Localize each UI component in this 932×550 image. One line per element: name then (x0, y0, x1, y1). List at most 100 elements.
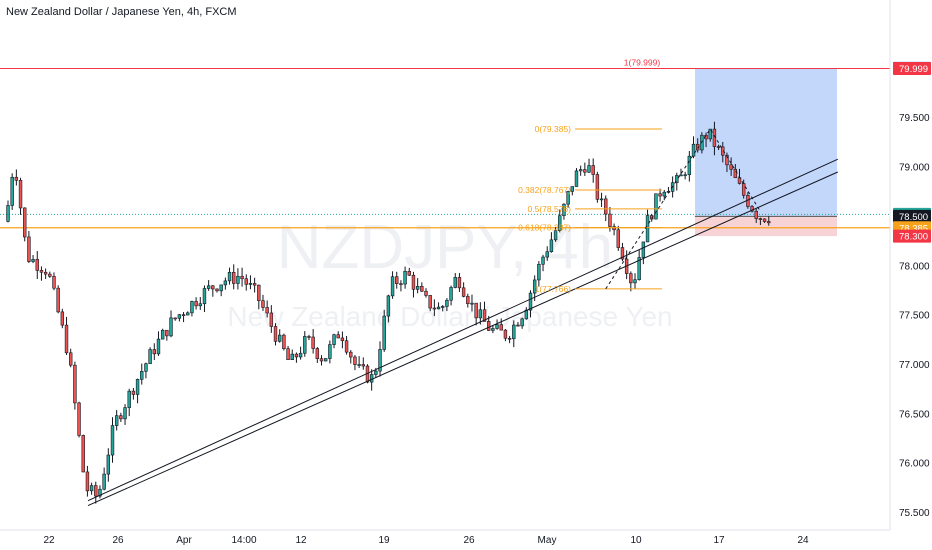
candle-body (361, 364, 365, 367)
candle-body (240, 275, 244, 280)
time-tick-label: 22 (43, 535, 55, 546)
candle-body (140, 371, 144, 380)
price-tick-label: 76.000 (899, 459, 930, 470)
candle-body (173, 317, 177, 320)
candle-body (73, 364, 77, 404)
price-tag-text: 79.999 (899, 64, 928, 75)
candle-body (399, 283, 403, 285)
candle-body (466, 296, 470, 305)
candle-body (39, 270, 44, 273)
candle-body (303, 336, 307, 354)
candle-body (570, 186, 575, 192)
candle-body (583, 169, 587, 173)
candle-body (662, 191, 666, 197)
watermark: NZDJPY, 4h New Zealand Dollar / Japanese … (227, 213, 672, 332)
fib-label-1: 0.382(78.767) (518, 185, 571, 195)
candle-body (512, 324, 516, 340)
candle-body (119, 415, 123, 420)
candle-body (683, 174, 687, 177)
candles (6, 121, 771, 504)
candle-body (206, 285, 211, 289)
candle-body (415, 285, 420, 290)
candle-body (181, 314, 186, 316)
time-axis: 22 26 Apr 14:00 12 19 26 May 10 17 24 (0, 529, 890, 546)
candle-body (436, 306, 441, 310)
candle-body (595, 174, 600, 200)
candle-body (378, 349, 382, 372)
candle-body (750, 206, 754, 212)
price-axis: 80.00079.50079.00078.50078.00077.50077.0… (889, 0, 931, 530)
price-tick-label: 75.500 (899, 508, 930, 519)
time-tick-label: Apr (176, 535, 192, 546)
time-tick-label: 14:00 (231, 535, 256, 546)
candle-body (725, 154, 729, 166)
candle-body (340, 337, 345, 342)
candle-body (273, 326, 278, 342)
candle-body (691, 143, 696, 157)
candle-body (244, 278, 248, 285)
candle-body (160, 329, 165, 340)
candle-body (290, 353, 294, 360)
candle-body (695, 143, 700, 151)
candle-body (144, 363, 148, 372)
candle-body (574, 170, 579, 187)
candle-body (758, 218, 763, 220)
candle-body (386, 295, 391, 317)
time-tick-label: May (538, 535, 557, 546)
candle-body (307, 336, 311, 338)
candle-body (658, 193, 662, 197)
candle-body (441, 306, 445, 308)
fib-label-0: 0(79.385) (535, 124, 572, 134)
price-tag-bg (893, 209, 931, 223)
candle-body (194, 301, 198, 307)
candle-body (165, 329, 169, 337)
candle-body (35, 259, 39, 271)
candle-body (495, 324, 499, 329)
price-tick-label: 78.000 (899, 261, 930, 272)
candle-body (591, 165, 595, 175)
candle-body (294, 353, 299, 358)
candle-body (708, 128, 712, 140)
candle-body (537, 263, 541, 281)
candle-body (148, 349, 152, 365)
time-tick-label: 19 (378, 535, 390, 546)
position-zones (695, 68, 837, 237)
fib-label-4: 1(77.766) (535, 284, 572, 294)
candle-body (545, 251, 549, 258)
candle-body (641, 241, 646, 258)
candle-body (56, 287, 60, 313)
candle-body (637, 257, 641, 281)
price-tick-label: 76.500 (899, 409, 930, 420)
trendline-1 (87, 158, 839, 502)
candle-body (762, 218, 767, 222)
candle-body (257, 284, 261, 301)
candle-body (336, 334, 340, 339)
candle-body (445, 299, 449, 307)
price-tag-black: 78.500 (893, 209, 931, 223)
watermark-name: New Zealand Dollar / Japanese Yen (227, 301, 672, 332)
candle-body (106, 454, 111, 475)
candle-body (232, 271, 236, 284)
candle-body (198, 303, 202, 307)
candle-body (357, 364, 361, 366)
candle-body (60, 311, 65, 326)
candle-body (520, 318, 524, 327)
candle-body (645, 215, 650, 243)
candle-body (428, 295, 432, 309)
candle-body (311, 336, 315, 349)
candle-body (344, 340, 349, 353)
candle-body (633, 279, 637, 284)
candle-body (578, 169, 583, 172)
candle-body (190, 301, 194, 314)
candle-body (470, 302, 474, 305)
candle-body (332, 334, 336, 345)
price-tick-label: 77.000 (899, 360, 930, 371)
candle-body (599, 198, 604, 201)
candle-body (64, 324, 69, 354)
candle-body (10, 176, 14, 206)
candle-body (741, 183, 746, 196)
candle-body (562, 203, 566, 216)
drawings: 0(79.385) 0.382(78.767) 0.5(78.576) 0.618(7… (87, 124, 839, 507)
